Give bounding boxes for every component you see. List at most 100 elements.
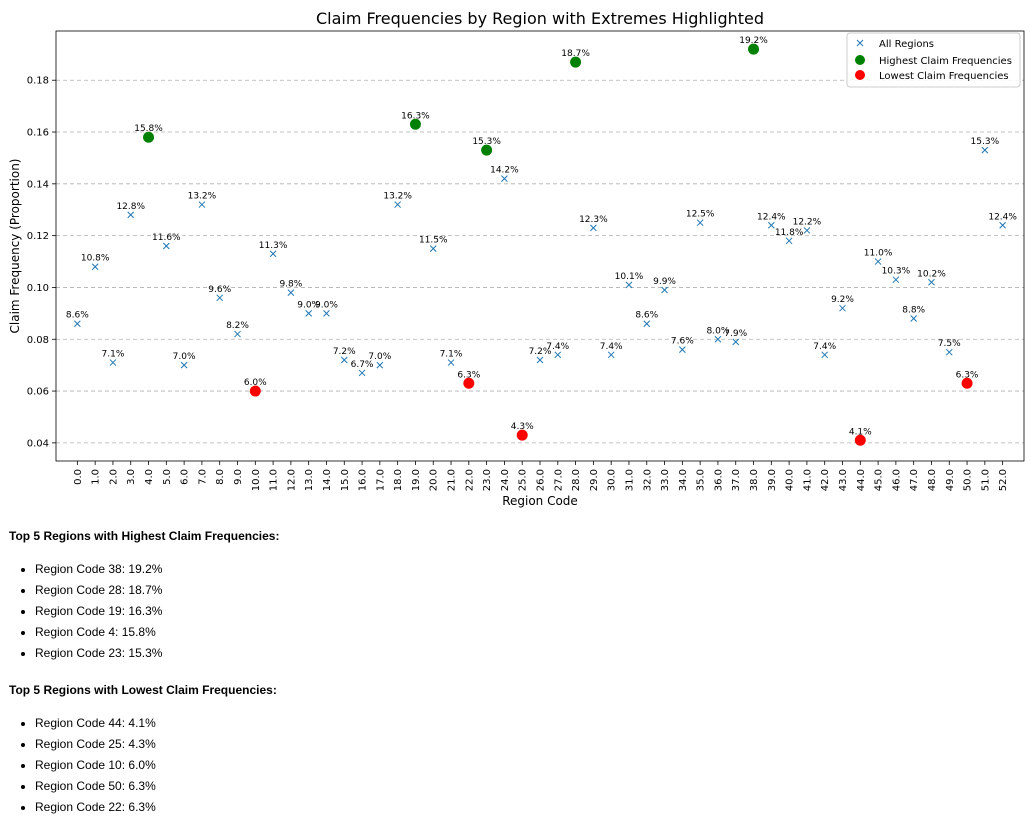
data-labels: 8.6% 10.8% 7.1% 12.8% 15.8% 11.6% 7.0% 13.2% 9.6… <box>66 36 1017 437</box>
data-point <box>216 294 224 302</box>
data-point <box>928 278 935 286</box>
data-label: 15.8% <box>134 124 163 134</box>
data-point <box>607 351 615 359</box>
data-point <box>767 221 775 229</box>
data-point <box>696 219 704 227</box>
data-label: 9.0% <box>297 300 320 310</box>
x-tick-label: 30.0 <box>607 469 618 491</box>
chart-title: Claim Frequencies by Region with Extreme… <box>316 9 764 28</box>
x-tick-label: 49.0 <box>945 469 956 491</box>
data-point <box>305 309 313 317</box>
list-item: Region Code 10: 6.0% <box>35 755 1009 776</box>
x-tick-label: 12.0 <box>286 469 297 491</box>
x-tick-label: 32.0 <box>642 469 653 491</box>
data-label: 9.2% <box>831 295 854 305</box>
data-point <box>340 356 348 364</box>
x-tick-label: 2.0 <box>108 469 119 485</box>
highest-point <box>481 144 493 156</box>
x-tick-label: 16.0 <box>358 469 369 491</box>
data-label: 12.4% <box>757 212 786 222</box>
data-label: 10.3% <box>882 267 911 277</box>
data-point <box>287 289 295 296</box>
x-tick-label: 24.0 <box>500 469 511 491</box>
data-point <box>785 237 793 245</box>
data-label: 7.0% <box>173 352 196 362</box>
data-point <box>162 242 170 250</box>
data-point <box>536 356 544 364</box>
legend-label-highest: Highest Claim Frequencies <box>879 56 1012 67</box>
data-label: 8.8% <box>902 306 925 316</box>
scatter-chart: Claim Frequencies by Region with Extreme… <box>8 9 1025 508</box>
x-tick-label: 8.0 <box>215 469 226 485</box>
data-label: 6.3% <box>956 370 979 380</box>
x-tick-label: 33.0 <box>660 469 671 491</box>
data-label: 10.8% <box>81 254 110 264</box>
data-label: 7.4% <box>813 342 836 352</box>
x-tick-label: 27.0 <box>553 469 564 491</box>
x-tick-label: 36.0 <box>713 469 724 491</box>
data-point <box>910 315 918 322</box>
low-section: Top 5 Regions with Lowest Claim Frequenc… <box>9 680 1009 818</box>
lowest-point <box>961 377 973 389</box>
data-label: 12.8% <box>116 202 145 212</box>
data-point <box>821 351 829 359</box>
x-tick-label: 50.0 <box>963 469 974 491</box>
x-tick-label: 48.0 <box>927 469 938 491</box>
data-label: 4.3% <box>511 422 534 432</box>
data-point <box>981 146 989 154</box>
data-point <box>376 361 384 369</box>
x-tick-label: 37.0 <box>731 469 742 491</box>
list-item: Region Code 22: 6.3% <box>35 797 1009 818</box>
data-label: 16.3% <box>401 111 430 121</box>
data-label: 15.3% <box>472 137 501 147</box>
data-point <box>874 258 882 265</box>
data-point <box>839 304 846 312</box>
lowest-point <box>249 385 261 397</box>
top-regions-list: Region Code 38: 19.2% Region Code 28: 18… <box>9 559 1009 664</box>
data-point <box>999 221 1007 229</box>
data-point <box>180 361 188 369</box>
x-tick-label: 38.0 <box>749 469 760 491</box>
data-label: 11.5% <box>419 236 448 246</box>
x-tick-label: 6.0 <box>180 469 191 485</box>
data-label: 7.6% <box>671 337 694 347</box>
data-point <box>714 335 722 343</box>
y-tick-label: 0.06 <box>27 387 49 398</box>
x-tick-label: 5.0 <box>162 469 173 485</box>
lowest-regions-heading: Top 5 Regions with Lowest Claim Frequenc… <box>9 683 277 697</box>
x-tick-label: 28.0 <box>571 469 582 491</box>
data-point <box>501 175 508 183</box>
data-point <box>590 224 597 232</box>
x-tick-label: 34.0 <box>678 469 689 491</box>
data-label: 6.7% <box>351 360 374 370</box>
data-label: 15.3% <box>971 137 1000 147</box>
highest-point <box>143 131 155 143</box>
x-tick-label: 21.0 <box>447 469 458 491</box>
data-label: 8.6% <box>66 311 89 321</box>
list-item: Region Code 50: 6.3% <box>35 776 1009 797</box>
data-label: 12.4% <box>988 212 1017 222</box>
x-tick-label: 42.0 <box>820 469 831 491</box>
data-point <box>198 201 206 208</box>
data-point <box>109 359 117 366</box>
data-label: 13.2% <box>383 192 412 202</box>
x-tick-label: 47.0 <box>909 469 920 491</box>
x-tick-label: 18.0 <box>393 469 404 491</box>
data-point <box>91 263 99 271</box>
x-tick-label: 26.0 <box>536 469 547 491</box>
data-point <box>127 211 135 219</box>
data-label: 7.1% <box>102 350 125 360</box>
list-item: Region Code 44: 4.1% <box>35 713 1009 734</box>
x-tick-label: 7.0 <box>197 469 208 485</box>
x-tick-label: 1.0 <box>91 469 102 485</box>
data-label: 4.1% <box>849 427 872 437</box>
list-item: Region Code 23: 15.3% <box>35 643 1009 664</box>
list-item: Region Code 25: 4.3% <box>35 734 1009 755</box>
y-axis-label: Claim Frequency (Proportion) <box>8 159 22 334</box>
data-label: 8.0% <box>707 326 730 336</box>
data-label: 9.6% <box>208 285 231 295</box>
data-point <box>892 276 900 284</box>
data-point <box>358 369 366 377</box>
x-tick-label: 25.0 <box>518 469 529 491</box>
x-tick-label: 9.0 <box>233 469 244 485</box>
